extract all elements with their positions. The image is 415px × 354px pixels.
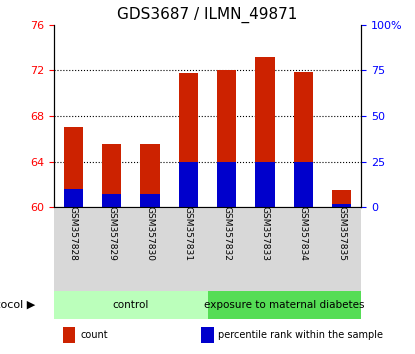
Bar <box>332 190 352 207</box>
Bar <box>63 189 83 207</box>
Bar <box>332 204 352 207</box>
Bar <box>256 161 275 207</box>
Bar <box>140 144 159 207</box>
Text: exposure to maternal diabetes: exposure to maternal diabetes <box>204 300 364 310</box>
Bar <box>63 127 83 207</box>
Bar <box>201 327 214 343</box>
Bar <box>102 144 121 207</box>
Bar <box>294 161 313 207</box>
Text: count: count <box>80 330 107 340</box>
Bar <box>256 57 275 207</box>
Text: control: control <box>112 300 149 310</box>
Bar <box>63 327 76 343</box>
Bar <box>217 70 236 207</box>
Bar <box>179 161 198 207</box>
Bar <box>54 291 208 319</box>
Bar <box>140 194 159 207</box>
Bar <box>217 161 236 207</box>
Text: protocol ▶: protocol ▶ <box>0 300 35 310</box>
Bar <box>294 72 313 207</box>
Title: GDS3687 / ILMN_49871: GDS3687 / ILMN_49871 <box>117 7 298 23</box>
Text: percentile rank within the sample: percentile rank within the sample <box>218 330 383 340</box>
Bar <box>179 73 198 207</box>
Bar <box>208 291 361 319</box>
Bar <box>102 194 121 207</box>
